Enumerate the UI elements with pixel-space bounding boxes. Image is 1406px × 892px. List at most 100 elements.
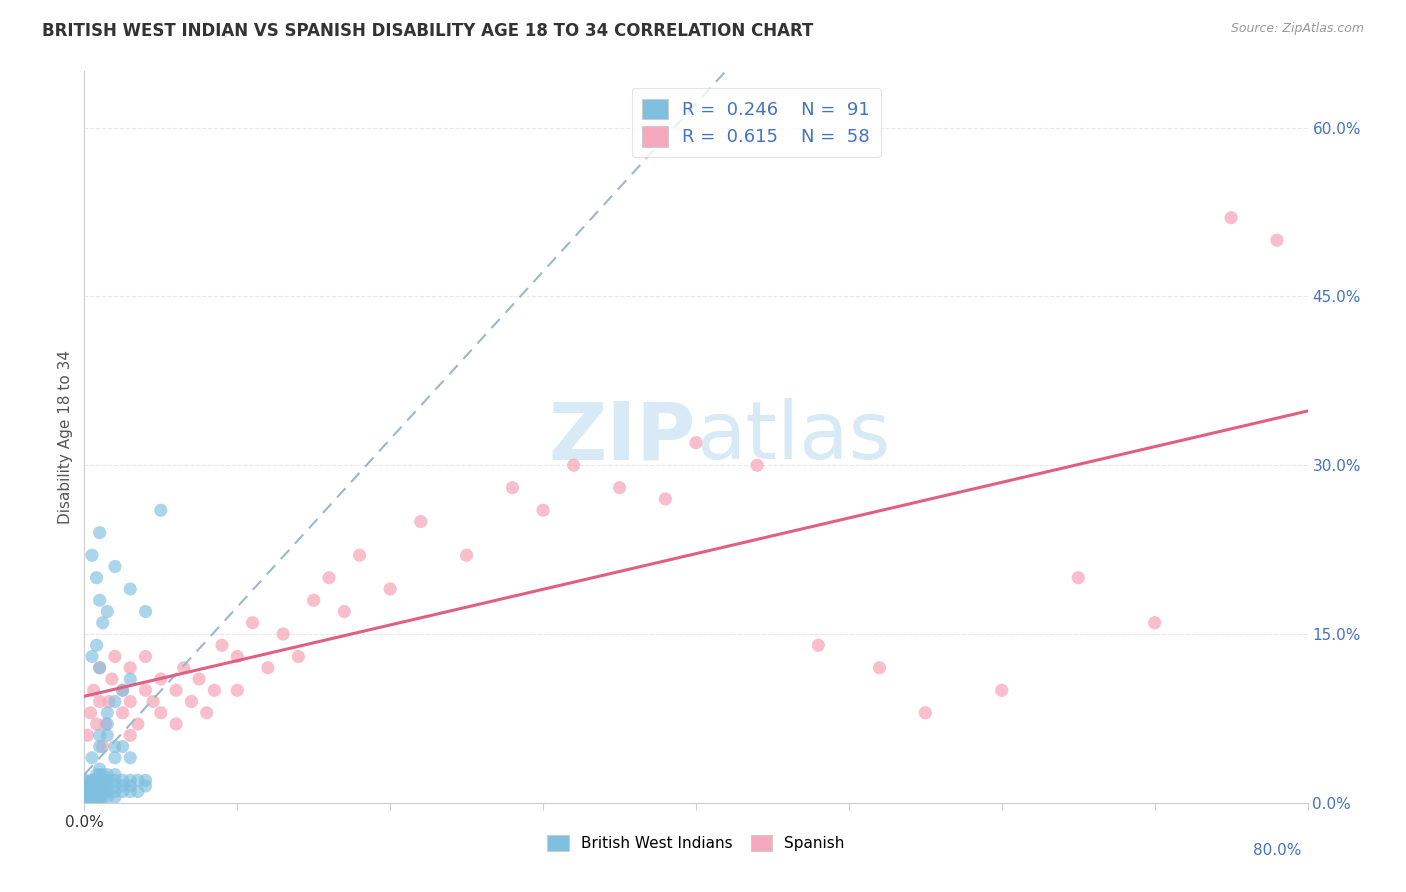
Point [120,779,142,793]
Text: ZIP: ZIP [548,398,696,476]
Point [287,649,309,664]
Point [73,784,96,798]
Point [609,481,631,495]
Point [104,773,127,788]
Point [165,717,187,731]
Point [135,683,157,698]
Point [333,605,356,619]
Point [257,661,280,675]
Point [86,717,108,731]
Point [104,779,127,793]
Point [89,790,111,805]
Point [89,728,111,742]
Point [1220,211,1243,225]
Point [86,784,108,798]
Point [96,790,118,805]
Point [111,784,134,798]
Point [89,593,111,607]
Point [91,779,114,793]
Point [149,503,172,517]
Point [127,784,149,798]
Point [89,762,111,776]
Point [89,784,111,798]
Point [73,790,96,805]
Point [302,593,325,607]
Point [271,627,294,641]
Point [165,683,187,698]
Point [142,694,165,708]
Point [91,767,114,781]
Point [747,458,769,473]
Text: atlas: atlas [696,398,890,476]
Point [80,790,103,805]
Point [89,779,111,793]
Point [1265,233,1288,247]
Point [86,779,108,793]
Point [80,784,103,798]
Point [104,649,127,664]
Point [91,784,114,798]
Point [80,784,103,798]
Point [96,773,118,788]
Point [86,773,108,788]
Point [96,717,118,731]
Point [180,694,202,708]
Point [96,784,118,798]
Point [80,773,103,788]
Point [73,779,96,793]
Point [349,548,371,562]
Point [226,683,249,698]
Point [96,728,118,742]
Point [86,571,108,585]
Point [654,491,676,506]
Point [120,694,142,708]
Point [242,615,264,630]
Text: Source: ZipAtlas.com: Source: ZipAtlas.com [1230,22,1364,36]
Point [89,767,111,781]
Point [91,739,114,754]
Point [89,773,111,788]
Point [73,790,96,805]
Point [96,767,118,781]
Point [89,790,111,805]
Legend: British West Indians, Spanish: British West Indians, Spanish [541,829,851,857]
Point [86,790,108,805]
Point [120,582,142,596]
Point [80,751,103,765]
Point [211,638,233,652]
Point [226,649,249,664]
Point [97,694,120,708]
Point [120,728,142,742]
Point [380,582,402,596]
Text: 80.0%: 80.0% [1253,843,1302,858]
Point [135,605,157,619]
Point [80,790,103,805]
Point [89,779,111,793]
Point [86,790,108,805]
Point [86,638,108,652]
Point [83,683,105,698]
Point [104,694,127,708]
Point [76,728,98,742]
Point [104,767,127,781]
Point [120,784,142,798]
Point [73,784,96,798]
Point [73,784,96,798]
Point [80,784,103,798]
Point [80,773,103,788]
Point [869,661,891,675]
Point [86,779,108,793]
Y-axis label: Disability Age 18 to 34: Disability Age 18 to 34 [58,350,73,524]
Point [120,661,142,675]
Point [127,773,149,788]
Point [111,683,134,698]
Point [73,790,96,805]
Point [91,784,114,798]
Point [96,706,118,720]
Point [96,779,118,793]
Point [89,784,111,798]
Point [111,683,134,698]
Point [89,661,111,675]
Point [104,784,127,798]
Point [127,717,149,731]
